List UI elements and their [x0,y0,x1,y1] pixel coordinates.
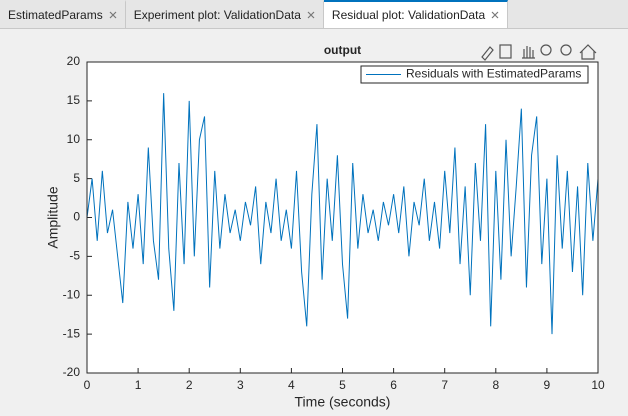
home-icon[interactable] [579,44,597,60]
y-axis-label: Amplitude [45,186,61,248]
x-tick-label: 7 [441,378,448,392]
tab[interactable]: EstimatedParams [0,0,126,28]
y-tick-label: 10 [67,132,81,146]
chart: output -20 -15 -10 -5 0 5 10 15 20 0 1 2 3 4 5 6 7 8 9 10 Tim… [45,43,605,410]
y-tick-label: 20 [67,54,81,68]
x-tick-label: 5 [339,378,346,392]
pan-icon[interactable] [522,46,535,59]
y-tick-label: -20 [63,365,81,379]
y-tick-label: -15 [63,326,81,340]
series-line [86,93,599,335]
tab-bar: EstimatedParams Experiment plot: Validati… [0,0,628,29]
close-icon[interactable] [307,11,315,19]
y-tick-label: 0 [73,210,80,224]
x-tick-label: 2 [186,378,193,392]
tab[interactable]: Experiment plot: ValidationData [126,0,324,28]
brush-icon[interactable] [481,46,494,61]
toolbar [481,44,597,61]
y-tick-label: 15 [67,93,81,107]
x-tick-label: 0 [84,378,91,392]
tab-label[interactable]: Residual plot: ValidationData [331,8,486,22]
close-icon[interactable] [491,11,499,19]
y-tick-label: -10 [63,287,81,301]
tab-label[interactable]: Experiment plot: ValidationData [133,8,301,22]
x-tick-label: 8 [492,378,499,392]
zoom-out-icon[interactable] [560,44,572,56]
y-tick-label: -5 [69,249,80,263]
x-tick-label: 4 [288,378,295,392]
x-tick-label: 3 [237,378,244,392]
x-tick-label: 6 [390,378,397,392]
plot-area [87,62,598,373]
data-tips-icon[interactable] [499,44,512,59]
zoom-in-icon[interactable] [540,44,552,56]
x-tick-label: 1 [135,378,142,392]
tab-label[interactable]: EstimatedParams [8,8,103,22]
legend-label: Residuals with EstimatedParams [406,67,581,81]
y-tick-label: 5 [73,171,80,185]
x-tick-label: 9 [544,378,551,392]
legend: Residuals with EstimatedParams [360,65,589,84]
x-tick-label: 10 [591,378,605,392]
tab[interactable]: Residual plot: ValidationData [323,0,509,28]
chart-title: output [324,43,361,57]
x-axis-label: Time (seconds) [295,394,391,410]
close-icon[interactable] [109,11,117,19]
axes-box [86,61,599,374]
legend-box [360,65,589,84]
